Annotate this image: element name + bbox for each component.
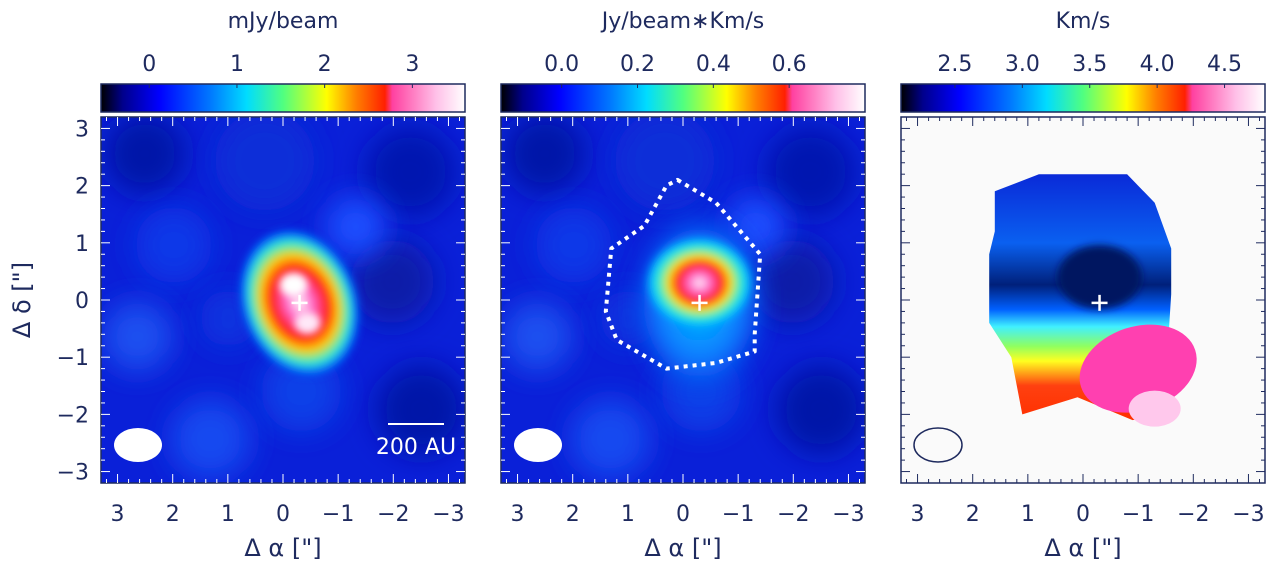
colorbar-tick-label: 2.5 <box>937 52 972 77</box>
noise-blob <box>135 207 212 284</box>
map <box>101 117 465 483</box>
x-tick-label: −2 <box>777 502 809 527</box>
x-tick-label: 2 <box>566 502 580 527</box>
colorbar-tick-label: 3.0 <box>1005 52 1040 77</box>
noise-blob <box>614 117 715 211</box>
x-tick-label: −1 <box>1122 502 1154 527</box>
y-tick-label: 3 <box>75 117 89 142</box>
x-tick-label: −1 <box>322 502 354 527</box>
noise-blob <box>504 117 585 194</box>
source-peak <box>279 272 308 297</box>
x-tick-label: 0 <box>1076 502 1090 527</box>
x-tick-label: 3 <box>911 502 925 527</box>
y-tick-label: 1 <box>75 232 89 257</box>
colorbar-title: mJy/beam <box>228 9 339 34</box>
map <box>901 117 1265 483</box>
noise-blob <box>376 364 465 455</box>
colorbar-tick-label: 2 <box>318 52 332 77</box>
x-tick-label: −2 <box>1177 502 1209 527</box>
x-tick-label: 3 <box>511 502 525 527</box>
colorbar-tick-label: 0.4 <box>696 52 731 77</box>
velocity-minimum <box>1057 245 1142 310</box>
colorbar-title: Jy/beam∗Km/s <box>600 9 765 34</box>
x-tick-label: 1 <box>1021 502 1035 527</box>
beam-ellipse <box>913 427 963 463</box>
colorbar-tick-label: 0.0 <box>544 52 579 77</box>
colorbar-tick-label: 0.6 <box>772 52 807 77</box>
noise-blob <box>502 301 573 372</box>
noise-blob <box>535 207 612 284</box>
colorbar-tick-label: 0 <box>142 52 156 77</box>
velocity-maximum-core <box>1128 390 1181 427</box>
beam-ellipse <box>114 428 162 462</box>
x-tick-label: 0 <box>676 502 690 527</box>
colorbar-title: Km/s <box>1056 9 1111 34</box>
noise-blob <box>765 126 856 217</box>
colorbar-tick-label: 4.5 <box>1207 52 1242 77</box>
noise-blob <box>102 301 173 372</box>
y-tick-label: 2 <box>75 175 89 200</box>
x-tick-label: −3 <box>832 502 864 527</box>
x-tick-label: 2 <box>166 502 180 527</box>
y-axis-label: Δ δ ["] <box>8 262 36 338</box>
velocity-maximum <box>1079 324 1197 413</box>
y-tick-label: 0 <box>75 289 89 314</box>
colorbar <box>100 83 466 113</box>
noise-blob <box>365 126 456 217</box>
noise-blob <box>325 196 386 257</box>
noise-blob <box>570 399 651 480</box>
colorbar-tick-label: 4.0 <box>1140 52 1175 77</box>
scale-bar-label: 200 AU <box>376 435 456 460</box>
map <box>501 117 865 483</box>
x-tick-label: 0 <box>276 502 290 527</box>
noise-blob <box>350 239 435 324</box>
x-tick-label: 2 <box>966 502 980 527</box>
x-axis-label: Δ α ["] <box>1044 534 1121 562</box>
colorbar <box>900 83 1266 113</box>
source-emission <box>643 234 756 331</box>
noise-blob <box>170 399 251 480</box>
panel-2: Jy/beam∗Km/s 0.0 0.2 0.4 0.6 3 2 1 0 −1 −2 −3 Δ α ["… <box>500 9 866 562</box>
y-tick-label: −1 <box>57 346 89 371</box>
beam-ellipse <box>514 428 562 462</box>
x-tick-label: 1 <box>221 502 235 527</box>
source-peak <box>294 311 321 334</box>
colorbar <box>500 83 866 113</box>
x-tick-label: 3 <box>111 502 125 527</box>
noise-blob <box>214 117 315 211</box>
x-axis-label: Δ α ["] <box>244 534 321 562</box>
colorbar-tick-label: 3.5 <box>1072 52 1107 77</box>
noise-blob <box>776 364 865 455</box>
y-tick-label: −2 <box>57 403 89 428</box>
x-tick-label: −3 <box>432 502 464 527</box>
x-tick-label: −3 <box>1232 502 1264 527</box>
x-tick-label: −1 <box>722 502 754 527</box>
panel-1: mJy/beam 0 1 2 3 200 AU 3 2 1 0 −1 −2 −3 Δ α ["] 3 2 1 0 −… <box>8 9 466 562</box>
colorbar-tick-label: 3 <box>405 52 419 77</box>
panel-3: Km/s 2.5 3.0 3.5 4.0 4.5 3 2 1 0 −1 −2 −3 Δ α ["] <box>900 9 1266 562</box>
x-axis-label: Δ α ["] <box>644 534 721 562</box>
colorbar-tick-label: 1 <box>230 52 244 77</box>
noise-blob <box>104 117 185 194</box>
colorbar-tick-label: 0.2 <box>620 52 655 77</box>
contour <box>603 177 763 371</box>
x-tick-label: 1 <box>621 502 635 527</box>
x-tick-label: −2 <box>377 502 409 527</box>
y-tick-label: −3 <box>57 461 89 486</box>
